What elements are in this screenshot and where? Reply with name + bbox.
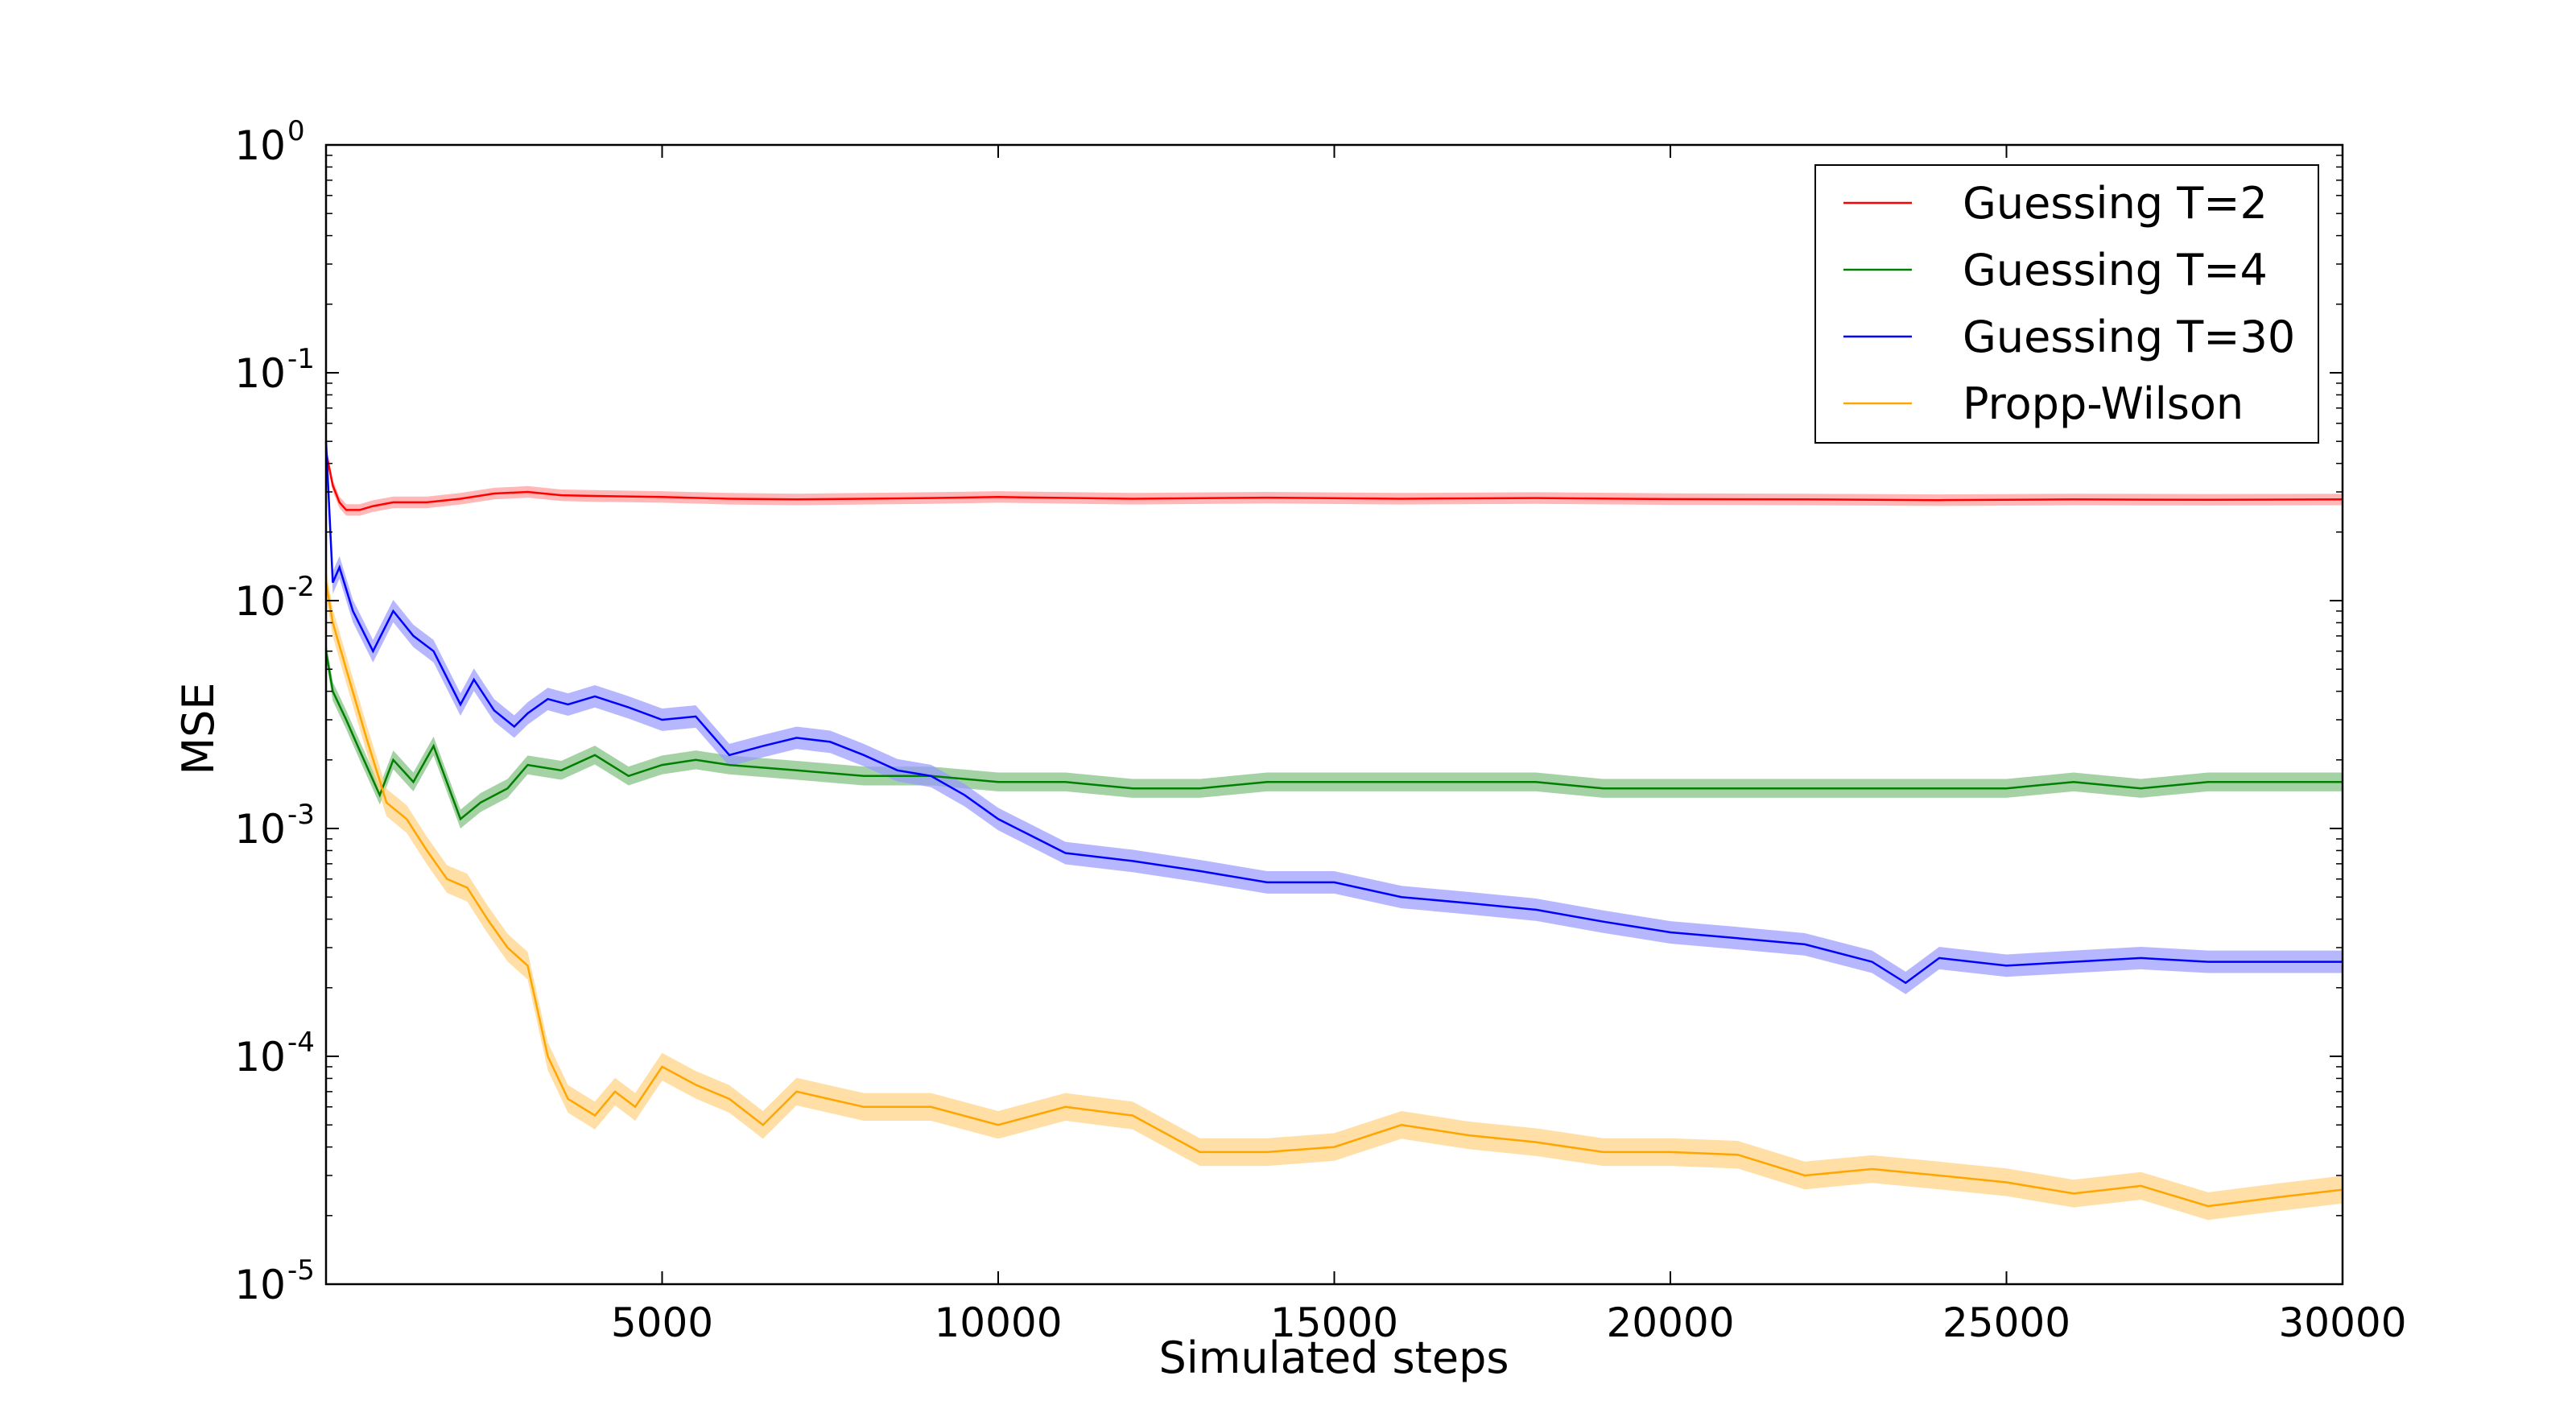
y-tick-exponent: -4	[287, 1027, 315, 1059]
y-tick-label: 10	[234, 806, 286, 853]
band-series-1	[326, 642, 2343, 828]
line-series-3	[324, 582, 2343, 1208]
band-series-2	[326, 430, 2343, 994]
line-series-1	[324, 651, 2343, 821]
line-series-0	[324, 451, 2343, 511]
legend-box	[1814, 164, 2319, 444]
legend-label-2: Guessing T=30	[1963, 312, 2295, 362]
x-tick-label: 10000	[934, 1299, 1062, 1346]
legend-label-3: Propp-Wilson	[1963, 378, 2244, 429]
y-tick-label: 10	[234, 578, 286, 625]
series-lines	[324, 441, 2343, 1208]
y-tick-label: 10	[234, 122, 286, 169]
y-tick-exponent: -1	[287, 343, 315, 375]
x-tick-label: 5000	[611, 1299, 713, 1346]
y-tick-exponent: 0	[287, 115, 305, 147]
legend: Guessing T=2 Guessing T=4 Guessing T=30 Pro…	[1814, 164, 2319, 444]
y-tick-exponent: -5	[287, 1254, 315, 1287]
x-axis-ticks: 5000 10000 15000 20000 25000 30000	[611, 145, 2407, 1346]
y-tick-exponent: -2	[287, 571, 315, 603]
y-axis-label: MSE	[173, 683, 224, 775]
y-tick-label: 10	[234, 350, 286, 397]
line-series-2	[324, 441, 2343, 985]
band-series-3	[326, 568, 2343, 1221]
y-tick-label: 10	[234, 1034, 286, 1080]
legend-label-0: Guessing T=2	[1963, 178, 2268, 229]
x-tick-label: 20000	[1606, 1299, 1734, 1346]
x-axis-label: Simulated steps	[1159, 1332, 1509, 1383]
x-tick-label: 15000	[1270, 1299, 1398, 1346]
x-tick-label: 30000	[2278, 1299, 2406, 1346]
band-series-0	[326, 446, 2343, 516]
x-tick-label: 25000	[1942, 1299, 2070, 1346]
y-tick-exponent: -3	[287, 799, 315, 831]
legend-label-1: Guessing T=4	[1963, 245, 2268, 295]
y-tick-label: 10	[234, 1262, 286, 1308]
